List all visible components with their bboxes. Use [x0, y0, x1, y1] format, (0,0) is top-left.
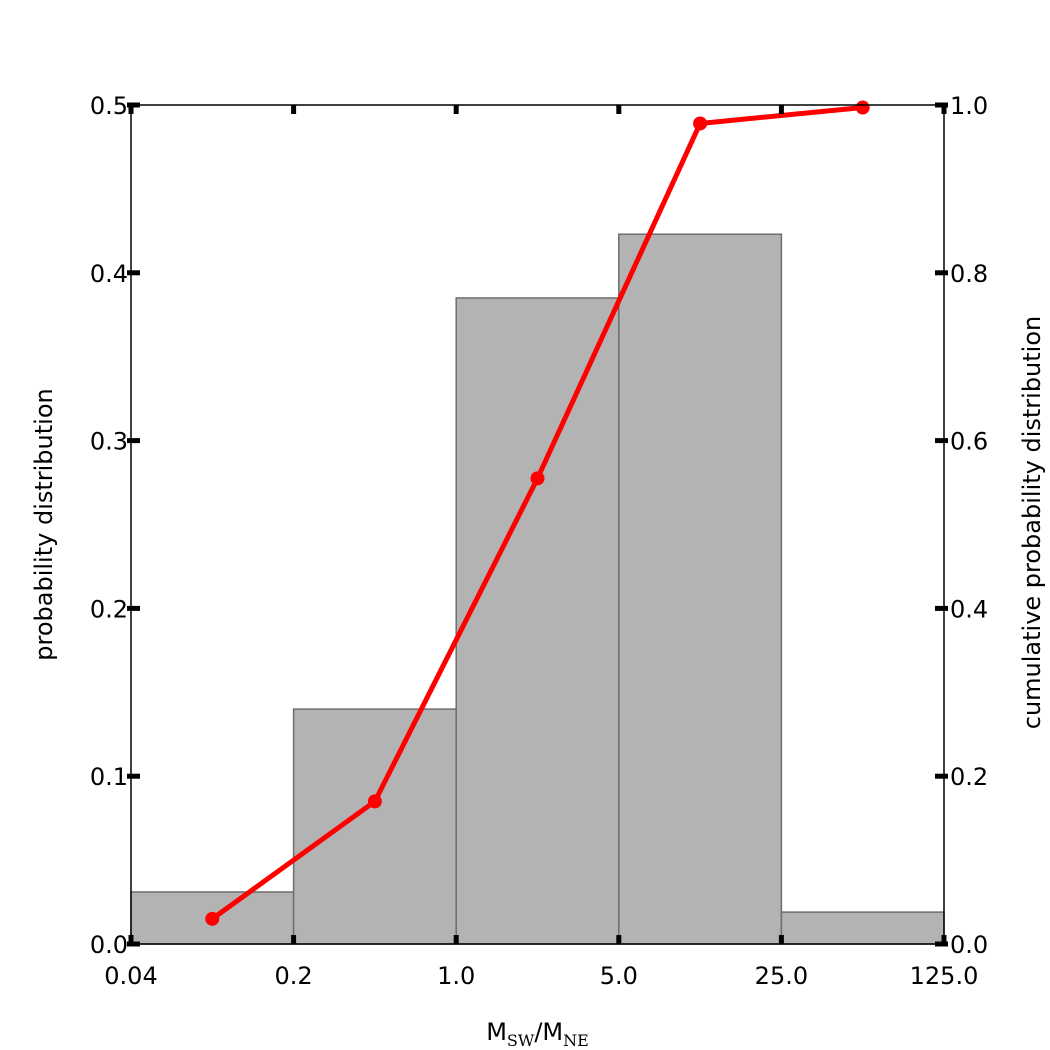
y-axis-label-right: cumulative probability distribution	[1018, 316, 1046, 730]
x-tick-label-0: 0.04	[104, 962, 157, 990]
x-axis-label-m: M	[486, 1018, 507, 1046]
x-tick-label-1: 0.2	[275, 962, 313, 990]
bar-4	[780, 911, 945, 945]
axis-ticks: 0.04 0.2 1.0 5.0 25.0 125.0 0.0 0.1 0.2 0.3 0.4 0.5…	[90, 92, 988, 990]
cdf-series	[205, 100, 870, 926]
y-right-tick-label-5: 1.0	[950, 92, 988, 120]
x-tick-label-5: 125.0	[910, 962, 979, 990]
cdf-point-2	[530, 471, 545, 486]
bar-3	[618, 233, 783, 945]
cdf-point-1	[367, 794, 382, 809]
y-axis-label: probability distribution	[30, 388, 58, 660]
y-right-tick-label-2: 0.4	[950, 595, 988, 623]
y-tick-label-1: 0.1	[90, 763, 128, 791]
cdf-point-3	[693, 116, 708, 131]
plot-frame	[130, 104, 945, 945]
x-tick-label-4: 25.0	[755, 962, 808, 990]
y-tick-label-3: 0.3	[90, 428, 128, 456]
x-axis-label-slash: /M	[534, 1018, 563, 1046]
bar-1	[292, 708, 457, 945]
y-tick-label-2: 0.2	[90, 595, 128, 623]
x-axis-label-sub1: SW	[507, 1031, 535, 1050]
x-axis-label: MSW/MNE	[486, 1018, 589, 1050]
y-right-tick-label-4: 0.8	[950, 260, 988, 288]
y-right-tick-label-0: 0.0	[950, 931, 988, 959]
histogram-bars	[130, 233, 945, 945]
y-tick-label-4: 0.4	[90, 260, 128, 288]
y-tick-label-0: 0.0	[90, 931, 128, 959]
x-tick-label-3: 5.0	[600, 962, 638, 990]
x-axis-label-sub2: NE	[563, 1031, 589, 1050]
y-right-tick-label-1: 0.2	[950, 763, 988, 791]
y-tick-label-5: 0.5	[90, 92, 128, 120]
cdf-point-0	[205, 911, 220, 926]
y-right-tick-label-3: 0.6	[950, 428, 988, 456]
x-tick-label-2: 1.0	[437, 962, 475, 990]
bar-2	[455, 297, 620, 945]
cdf-point-4	[855, 100, 870, 115]
